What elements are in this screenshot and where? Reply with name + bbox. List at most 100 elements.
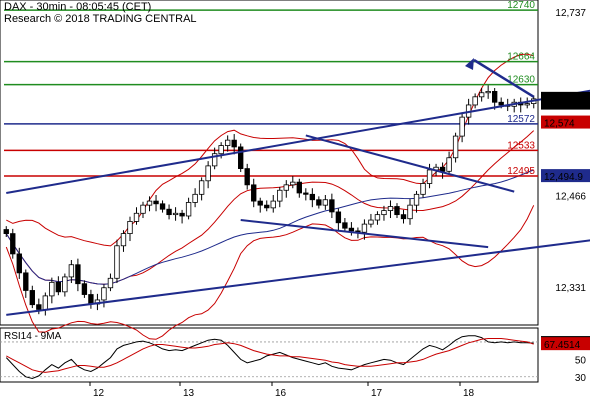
candle-body <box>55 281 62 293</box>
price-tag-67.4514: 67.4514 <box>544 340 581 351</box>
candle-body <box>335 211 342 224</box>
price-tag-12,574: 12,574 <box>544 119 575 130</box>
candle-body <box>205 165 211 182</box>
candle-body <box>120 233 127 247</box>
rsi-panel-frame <box>0 327 539 383</box>
candle-body <box>107 277 114 289</box>
candle-body <box>238 146 244 169</box>
candle-body <box>140 204 146 214</box>
level-label-12740: 12740 <box>507 0 535 11</box>
candle-body <box>68 264 75 278</box>
candle-body <box>192 193 198 203</box>
candle-body <box>185 202 192 217</box>
candle-body <box>472 96 478 106</box>
trend-line <box>240 219 489 249</box>
level-label-12533: 12533 <box>507 140 535 151</box>
x-tick-label: 13 <box>183 388 195 399</box>
candle-body <box>127 221 133 234</box>
moving-average-40-line <box>5 169 534 285</box>
candle-body <box>459 116 465 137</box>
projection-arrow-head <box>465 58 474 70</box>
candle-body <box>101 287 107 301</box>
rsi-y-tick-label: 50 <box>575 355 587 366</box>
candle-body <box>426 169 433 184</box>
candle-body <box>348 227 355 232</box>
candle-body <box>420 183 426 195</box>
candle-body <box>270 200 276 209</box>
level-label-12495: 12495 <box>507 166 535 177</box>
x-tick-label: 17 <box>371 388 383 399</box>
price-tag-box <box>541 169 590 183</box>
x-tick-label: 12 <box>93 388 105 399</box>
candle-body <box>10 233 16 255</box>
candle-body <box>524 103 530 106</box>
candle-body <box>257 200 263 206</box>
price-tag-box <box>541 115 590 129</box>
candle-body <box>16 253 22 274</box>
candle-body <box>283 184 289 191</box>
candle-body <box>361 223 368 233</box>
rsi-title: RSI14 - 9MA <box>4 331 62 342</box>
candle-body <box>159 203 166 210</box>
candle-body <box>42 295 49 310</box>
candle-body <box>244 168 250 186</box>
candle-body <box>133 212 140 222</box>
candle-body <box>413 193 420 206</box>
candle-body <box>75 264 81 285</box>
candle-body <box>452 135 459 159</box>
chart-copyright: Research © 2018 TRADING CENTRAL <box>4 13 197 25</box>
price-tag-box <box>541 96 590 110</box>
x-tick-label: 16 <box>275 388 287 399</box>
candle-body <box>277 189 283 202</box>
y-tick-label: 12,737 <box>555 8 586 19</box>
x-tick-label: 18 <box>463 388 475 399</box>
rsi-series-9ma <box>6 338 534 373</box>
level-label-12630: 12630 <box>507 75 535 86</box>
candle-body <box>407 204 413 220</box>
candle-body <box>172 212 179 216</box>
candle-body <box>329 199 335 213</box>
candle-body <box>400 214 407 220</box>
bollinger-upper-line <box>6 53 534 247</box>
candle-body <box>498 101 504 106</box>
candle-body <box>303 192 309 195</box>
candle-body <box>23 272 29 291</box>
candle-body <box>374 214 381 221</box>
candle-body <box>368 219 374 225</box>
candle-body <box>309 193 316 201</box>
candle-body <box>478 92 485 98</box>
candle-body <box>439 166 446 172</box>
candle-body <box>218 145 224 155</box>
price-tag-12,494.9: 12,494.9 <box>544 172 583 183</box>
candle-body <box>114 245 120 279</box>
candle-body <box>264 204 270 209</box>
chart-title: DAX - 30min - 08:05:45 (CET) <box>4 1 152 13</box>
candle-body <box>62 276 68 293</box>
projection-arrow-shaft <box>473 58 535 98</box>
candle-body <box>36 304 42 310</box>
candle-body <box>231 139 237 148</box>
candle-body <box>251 184 257 202</box>
candle-body <box>3 229 9 234</box>
bollinger-lower-line <box>5 205 535 340</box>
level-label-12664: 12664 <box>507 52 535 63</box>
candle-body <box>446 157 452 172</box>
candle-body <box>342 222 348 229</box>
trend-line <box>6 239 590 316</box>
price-tag-box <box>541 337 590 351</box>
candle-body <box>290 181 296 186</box>
candle-body <box>166 208 172 216</box>
candle-body <box>179 212 185 217</box>
candle-body <box>322 199 329 206</box>
y-tick-label: 12,466 <box>555 192 586 203</box>
candle-body <box>146 200 153 206</box>
candle-body <box>224 139 231 146</box>
candle-body <box>485 91 491 94</box>
candle-body <box>394 206 400 216</box>
price-panel-frame <box>0 0 539 326</box>
candle-body <box>29 290 35 306</box>
candle-body <box>491 91 498 103</box>
candle-body <box>296 181 302 194</box>
candle-body <box>387 206 394 211</box>
candle-body <box>211 153 218 167</box>
